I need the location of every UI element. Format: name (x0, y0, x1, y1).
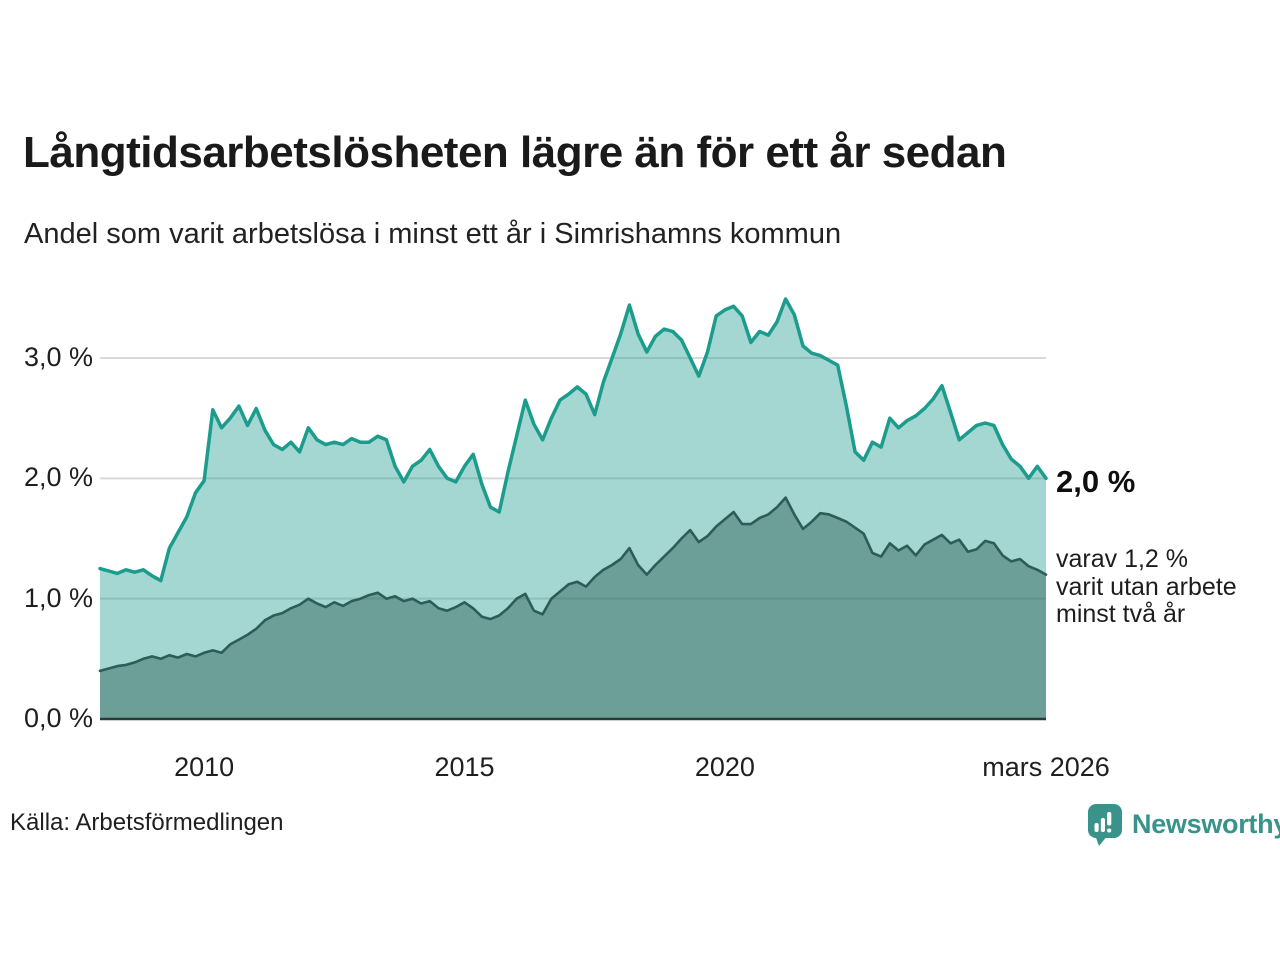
detail-line-3: minst två år (1056, 600, 1186, 628)
y-axis-label: 3,0 % (23, 342, 93, 372)
detail-line-1: varav 1,2 % (1056, 545, 1189, 573)
source-credit: Källa: Arbetsförmedlingen (10, 809, 284, 836)
latest-detail-annotation: varav 1,2 % varit utan arbete minst två … (1056, 545, 1237, 629)
latest-value-label: 2,0 % (1056, 464, 1136, 499)
chart-subtitle: Andel som varit arbetslösa i minst ett å… (24, 218, 842, 250)
y-axis-label: 2,0 % (23, 462, 93, 493)
x-axis-label: 2010 (174, 752, 235, 782)
series-area (100, 299, 1046, 719)
series-line (98, 297, 1048, 583)
page-title: Långtidsarbetslösheten lägre än för ett … (23, 128, 1007, 177)
newsworthy-bubble-chart-icon (1088, 804, 1122, 846)
brand-logo: Newsworthy (1088, 804, 1280, 846)
x-axis-label: 2015 (434, 752, 495, 782)
series-line (98, 496, 1048, 673)
x-axis-label: 2020 (694, 752, 755, 782)
x-axis-label: mars 2026 (982, 752, 1110, 782)
y-axis-label: 1,0 % (23, 582, 93, 613)
brand-name: Newsworthy (1132, 809, 1280, 839)
detail-line-2: varit utan arbete (1056, 572, 1237, 601)
y-axis-label: 0,0 % (23, 703, 93, 733)
series-area (100, 497, 1046, 719)
